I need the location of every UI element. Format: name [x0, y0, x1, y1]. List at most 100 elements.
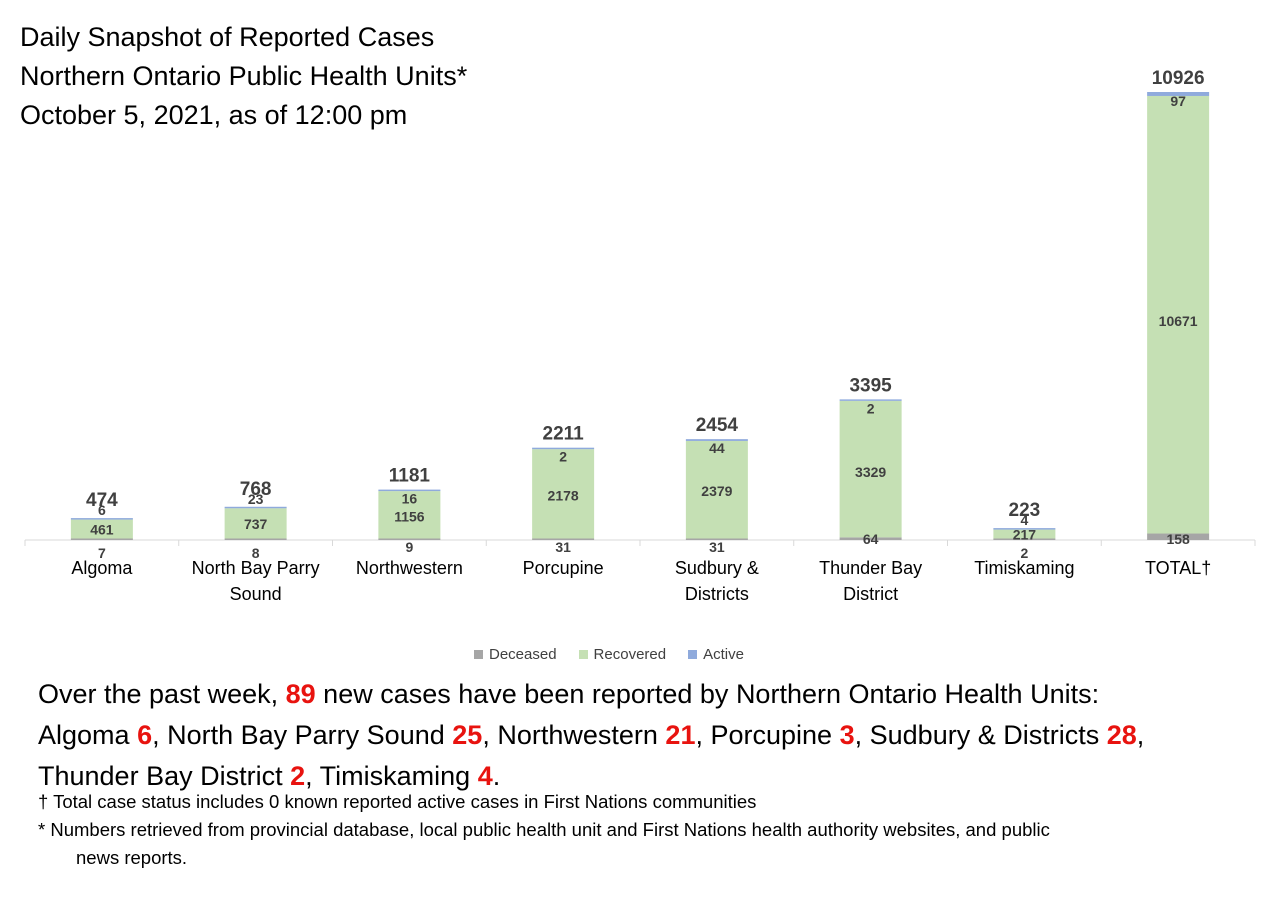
- bar-segment-deceased: [993, 538, 1056, 540]
- x-tick-label: Algoma: [71, 558, 133, 578]
- bar-segment-deceased: [378, 538, 441, 540]
- legend-swatch-deceased: [474, 650, 483, 659]
- title-line-3: October 5, 2021, as of 12:00 pm: [20, 100, 408, 130]
- summary-item-sep: ,: [152, 720, 168, 750]
- summary-item-sep: ,: [1136, 720, 1145, 750]
- chart-title: Daily Snapshot of Reported Cases Norther…: [20, 18, 467, 135]
- data-label-total: 223: [1009, 500, 1041, 521]
- bar-segment-active: [1147, 92, 1210, 96]
- x-tick-label: Timiskaming: [974, 558, 1074, 578]
- x-tick-label: District: [843, 584, 898, 604]
- bar-segment-active: [70, 518, 133, 520]
- summary-item-sep: ,: [305, 761, 320, 791]
- data-label-deceased: 2: [1020, 545, 1028, 561]
- bar-segment-deceased: [1147, 533, 1210, 540]
- bar-segment-recovered: [685, 440, 748, 539]
- bar-segment-deceased: [532, 538, 595, 540]
- summary-item-count: 6: [137, 720, 153, 750]
- bar-segment-active: [532, 447, 595, 450]
- bar-segment-recovered: [70, 519, 133, 539]
- data-label-recovered: 10671: [1159, 313, 1198, 329]
- data-label-total: 1181: [389, 466, 431, 487]
- legend-swatch-active: [688, 650, 698, 659]
- summary-item-sep: ,: [854, 720, 870, 750]
- legend-label-deceased: Deceased: [489, 646, 557, 663]
- bar-segment-recovered: [378, 491, 441, 539]
- data-label-recovered: 217: [1013, 527, 1037, 543]
- data-label-deceased: 158: [1166, 531, 1190, 547]
- weekly-summary: Over the past week, 89 new cases have be…: [38, 674, 1268, 797]
- summary-item-count: 25: [452, 720, 483, 750]
- summary-item-name: Northwestern: [497, 720, 658, 750]
- data-label-deceased: 64: [863, 531, 879, 547]
- data-label-active: 4: [1020, 512, 1028, 528]
- bar-segment-active: [378, 489, 441, 492]
- summary-item-sep: ,: [482, 720, 498, 750]
- summary-item-count: 2: [290, 761, 306, 791]
- summary-item-count: 21: [665, 720, 696, 750]
- bar-segment-deceased: [839, 537, 902, 540]
- bar-segment-recovered: [1147, 95, 1210, 534]
- bar-segment-active: [685, 439, 748, 441]
- data-label-recovered: 1156: [394, 508, 425, 524]
- x-tick-label: North Bay Parry: [192, 558, 320, 578]
- summary-item-count: 4: [477, 761, 493, 791]
- bar-segment-active: [224, 506, 287, 509]
- summary-total-new: 89: [285, 679, 316, 709]
- bar-segment-deceased: [685, 538, 748, 540]
- x-tick-label: Districts: [685, 584, 749, 604]
- data-label-active: 2: [559, 449, 567, 465]
- data-label-active: 23: [248, 491, 264, 507]
- bar-segment-deceased: [224, 538, 287, 540]
- bar-segment-recovered: [532, 449, 595, 539]
- summary-item-name: Timiskaming: [319, 761, 471, 791]
- data-label-total: 10926: [1152, 68, 1205, 89]
- data-label-total: 2211: [543, 424, 585, 445]
- legend-item-active: Active: [688, 646, 744, 663]
- summary-item-name: Sudbury & Districts: [869, 720, 1100, 750]
- bar-segment-recovered: [839, 400, 902, 538]
- bar-segment-active: [993, 528, 1056, 530]
- data-label-deceased: 9: [405, 539, 413, 555]
- bar-segment-recovered: [224, 508, 287, 539]
- data-label-deceased: 31: [555, 539, 571, 555]
- data-label-total: 474: [86, 490, 118, 511]
- summary-item-name: Porcupine: [710, 720, 833, 750]
- data-label-active: 6: [98, 502, 106, 518]
- data-label-recovered: 2379: [701, 483, 732, 499]
- x-tick-label: Porcupine: [523, 558, 604, 578]
- x-tick-label: TOTAL†: [1145, 558, 1211, 578]
- legend-swatch-recovered: [578, 650, 588, 659]
- summary-item-name: Thunder Bay District: [38, 761, 283, 791]
- x-tick-label: Sound: [230, 584, 282, 604]
- footnote-dagger: † Total case status includes 0 known rep…: [38, 791, 757, 812]
- footnotes: † Total case status includes 0 known rep…: [38, 788, 1268, 872]
- summary-item-count: 3: [839, 720, 855, 750]
- data-label-active: 97: [1170, 93, 1186, 109]
- data-label-deceased: 31: [709, 539, 725, 555]
- x-tick-label: Thunder Bay: [819, 558, 922, 578]
- summary-item-sep: ,: [695, 720, 711, 750]
- data-label-active: 2: [867, 400, 875, 416]
- data-label-recovered: 461: [90, 522, 114, 538]
- x-tick-label: Sudbury &: [675, 558, 759, 578]
- data-label-recovered: 2178: [548, 487, 579, 503]
- data-label-deceased: 8: [252, 545, 260, 561]
- summary-item-name: North Bay Parry Sound: [167, 720, 445, 750]
- data-label-deceased: 7: [98, 545, 106, 561]
- data-label-active: 44: [709, 440, 725, 456]
- summary-item-count: 28: [1106, 720, 1137, 750]
- summary-item-name: Algoma: [38, 720, 130, 750]
- legend-item-recovered: Recovered: [578, 646, 666, 663]
- data-label-recovered: 737: [244, 516, 268, 532]
- title-line-1: Daily Snapshot of Reported Cases: [20, 22, 435, 52]
- footnote-asterisk: * Numbers retrieved from provincial data…: [38, 819, 1050, 840]
- summary-intro: Over the past week,: [38, 679, 286, 709]
- x-tick-label: Northwestern: [356, 558, 463, 578]
- summary-middle: new cases have been reported by Northern…: [315, 679, 1100, 709]
- data-label-total: 2454: [696, 415, 739, 436]
- summary-item-sep: .: [492, 761, 501, 791]
- chart-legend: Deceased Recovered Active: [474, 646, 744, 663]
- legend-item-deceased: Deceased: [474, 646, 557, 663]
